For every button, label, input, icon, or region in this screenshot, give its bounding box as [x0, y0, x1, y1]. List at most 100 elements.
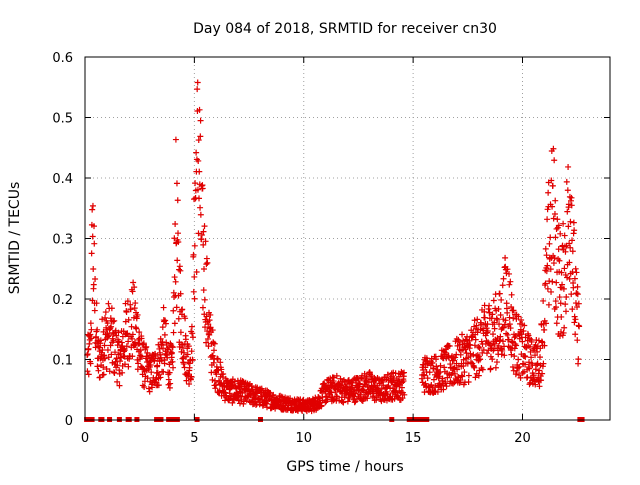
data-point	[137, 354, 144, 361]
data-point	[91, 223, 98, 230]
data-point	[465, 378, 472, 385]
data-point	[116, 382, 123, 389]
data-point	[462, 346, 469, 353]
data-point	[191, 295, 198, 302]
data-point	[214, 356, 221, 363]
data-point	[575, 300, 582, 307]
data-point	[544, 262, 551, 269]
data-point	[374, 384, 381, 391]
data-point	[174, 197, 181, 204]
data-point	[497, 333, 504, 340]
data-point	[127, 306, 134, 313]
data-point	[129, 353, 136, 360]
data-point	[570, 219, 577, 226]
data-point	[564, 274, 571, 281]
x-tick-label: 5	[190, 431, 198, 446]
data-point	[160, 345, 167, 352]
data-point	[512, 333, 519, 340]
data-point	[182, 336, 189, 343]
data-point	[170, 307, 177, 314]
y-axis-title: SRMTID / TECUs	[7, 182, 23, 295]
data-point	[566, 240, 573, 247]
data-point	[203, 313, 210, 320]
data-point	[460, 337, 467, 344]
data-point	[123, 343, 130, 350]
data-point	[550, 145, 557, 152]
data-point	[194, 186, 201, 193]
data-point	[88, 250, 95, 257]
data-point	[90, 281, 97, 288]
data-point	[541, 326, 548, 333]
data-point	[161, 331, 168, 338]
data-point	[551, 254, 558, 261]
data-point	[132, 300, 139, 307]
data-point	[471, 364, 478, 371]
x-tick-label: 10	[295, 431, 312, 446]
data-point	[182, 315, 189, 322]
data-point	[93, 300, 100, 307]
data-point	[395, 378, 402, 385]
data-point	[551, 157, 558, 164]
data-point	[201, 296, 208, 303]
data-point	[151, 357, 158, 364]
data-point	[567, 244, 574, 251]
data-point	[565, 163, 572, 170]
data-point	[200, 241, 207, 248]
data-point	[195, 137, 202, 144]
tick-labels: 0 5 10 15 20 0 0.1 0.2 0.3 0.4 0.5 0.6	[52, 51, 530, 446]
data-point	[481, 314, 488, 321]
data-point	[385, 371, 392, 378]
chart-title: Day 084 of 2018, SRMTID for receiver cn3…	[193, 21, 497, 37]
data-point	[536, 367, 543, 374]
data-point	[441, 364, 448, 371]
data-point	[157, 335, 164, 342]
data-point	[520, 327, 527, 334]
data-point	[134, 311, 141, 318]
data-point	[155, 382, 162, 389]
data-point	[497, 312, 504, 319]
data-point	[426, 369, 433, 376]
data-point	[460, 356, 467, 363]
data-point	[450, 357, 457, 364]
data-point	[503, 300, 510, 307]
data-point	[344, 398, 351, 405]
data-point	[465, 354, 472, 361]
data-point	[87, 360, 94, 367]
data-point	[548, 177, 555, 184]
data-point	[499, 338, 506, 345]
data-point	[433, 363, 440, 370]
data-point	[125, 316, 132, 323]
data-point	[134, 356, 141, 363]
data-point	[393, 389, 400, 396]
data-point	[186, 381, 193, 388]
data-point	[545, 189, 552, 196]
data-point	[476, 344, 483, 351]
y-tick-label: 0	[65, 414, 73, 429]
data-point	[574, 337, 581, 344]
data-point	[114, 378, 121, 385]
data-point	[189, 334, 196, 341]
data-point	[424, 375, 431, 382]
data-point	[525, 359, 532, 366]
data-point	[189, 357, 196, 364]
data-point	[547, 234, 554, 241]
data-point	[525, 332, 532, 339]
data-point	[129, 335, 136, 342]
data-point	[181, 349, 188, 356]
data-point	[199, 185, 206, 192]
data-point	[88, 335, 95, 342]
data-point	[105, 333, 112, 340]
data-point	[209, 327, 216, 334]
data-point	[556, 332, 563, 339]
data-point	[443, 349, 450, 356]
data-point	[522, 353, 529, 360]
data-point	[203, 261, 210, 268]
data-point	[494, 316, 501, 323]
data-point	[541, 342, 548, 349]
data-point	[474, 316, 481, 323]
y-tick-label: 0.3	[52, 233, 73, 248]
data-point	[89, 233, 96, 240]
data-point	[390, 375, 397, 382]
data-point	[477, 356, 484, 363]
